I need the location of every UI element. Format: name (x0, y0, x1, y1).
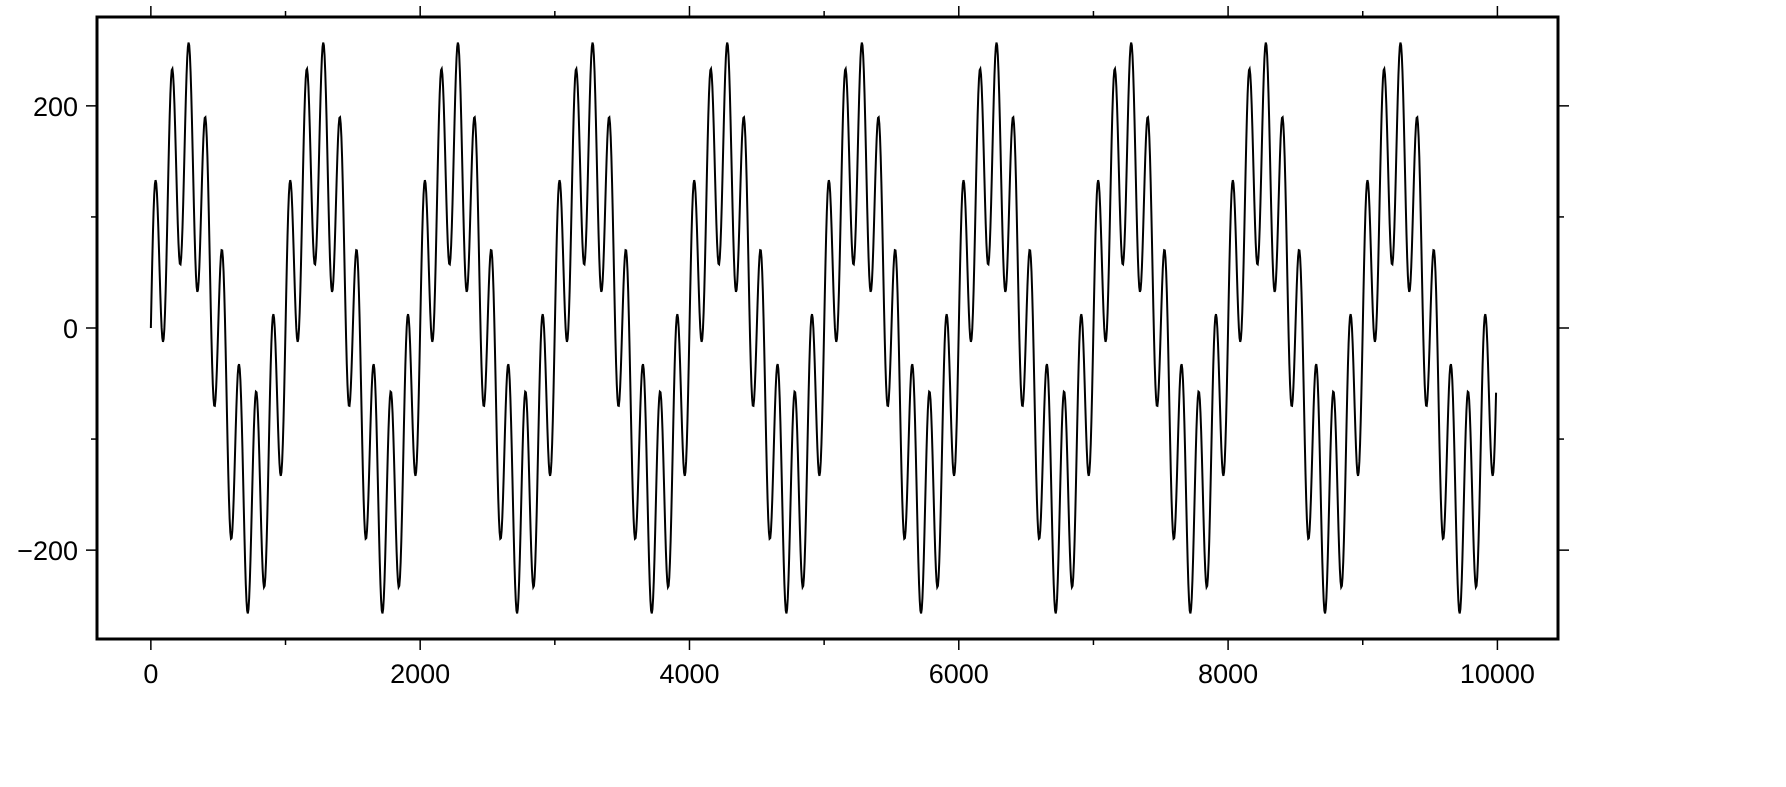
y-tick-label: −200 (17, 536, 78, 566)
axis-tick-labels: 0 2000 4000 6000 8000 10000 −200 0 200 (17, 92, 1535, 689)
x-tick-label: 2000 (390, 659, 450, 689)
x-tick-label: 10000 (1460, 659, 1535, 689)
x-tick-label: 6000 (929, 659, 989, 689)
y-tick-label: 200 (33, 92, 78, 122)
series-line (149, 42, 1498, 614)
x-tick-label: 0 (143, 659, 158, 689)
axis-ticks (86, 6, 1569, 650)
x-tick-label: 4000 (659, 659, 719, 689)
y-tick-label: 0 (63, 314, 78, 344)
x-tick-label: 8000 (1198, 659, 1258, 689)
plot-frame (95, 15, 1560, 641)
